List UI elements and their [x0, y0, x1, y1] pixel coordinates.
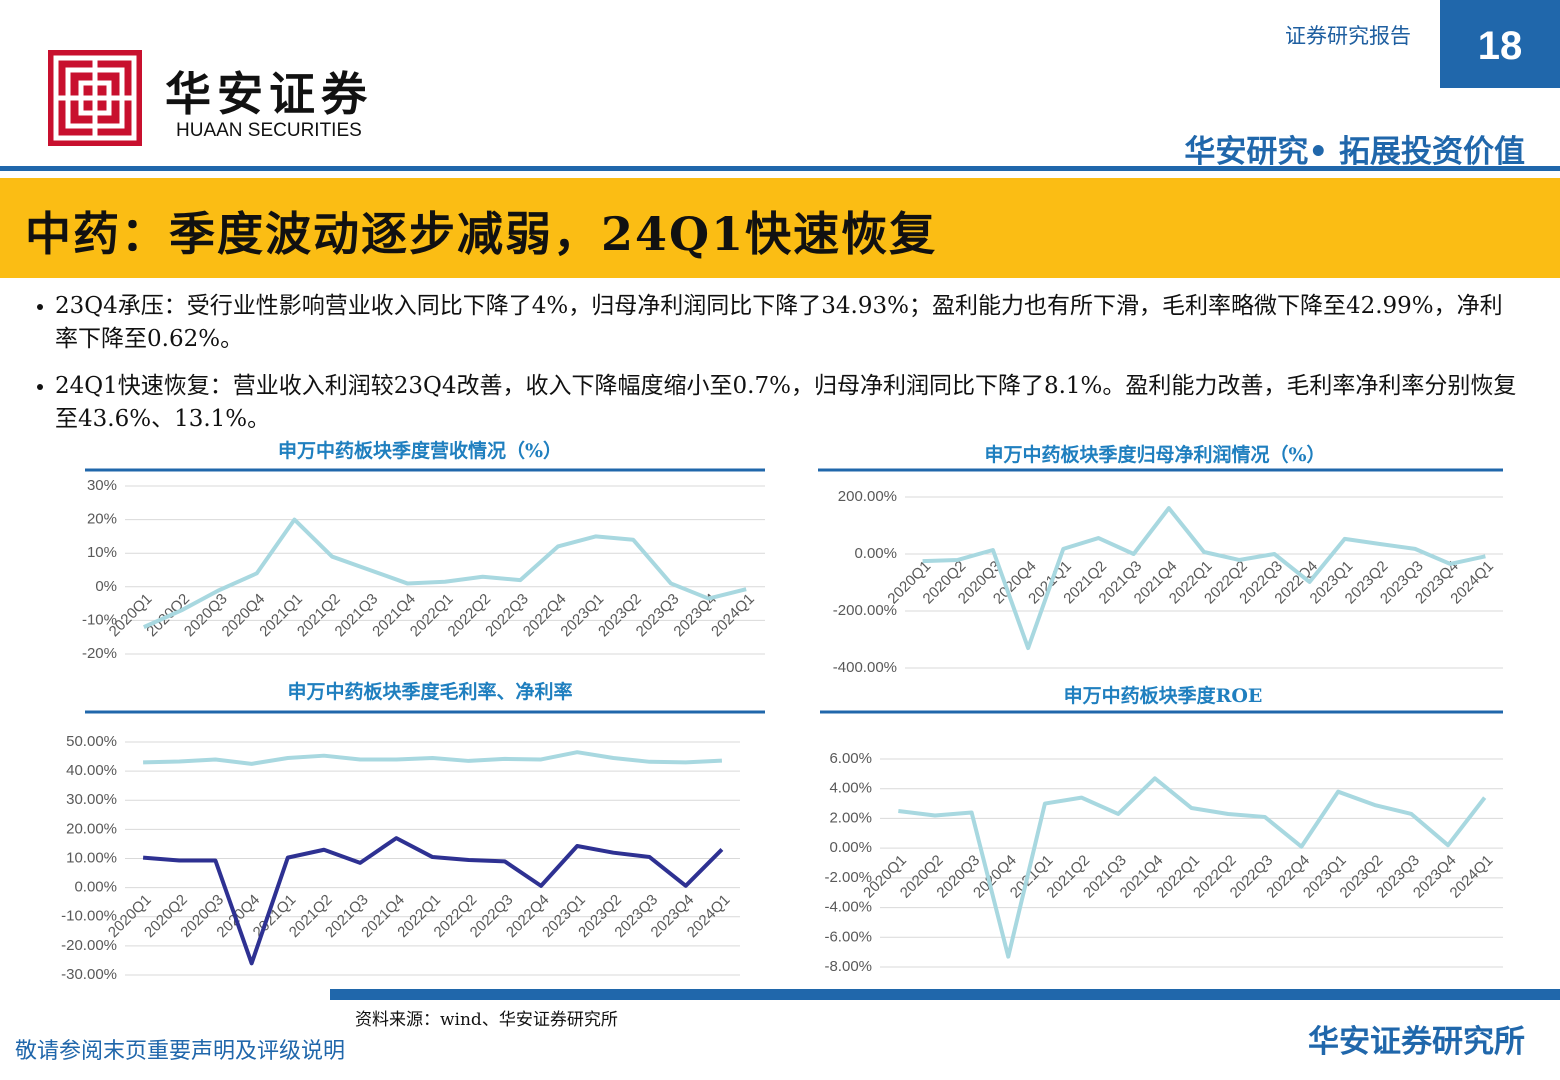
- series-line: [898, 776, 1487, 959]
- bullet: 23Q4承压：受行业性影响营业收入同比下降了4%，归母净利润同比下降了34.93…: [0, 290, 1520, 356]
- chart-title: 申万中药板块季度归母净利润情况（%）: [984, 443, 1325, 466]
- y-tick-label: 20.00%: [66, 820, 117, 837]
- source: 资料来源：wind、华安证券研究所: [355, 1010, 618, 1030]
- y-tick-label: -8.00%: [824, 958, 872, 975]
- report-type: 证券研究报告: [1285, 24, 1411, 48]
- y-tick-label: 4.00%: [829, 780, 872, 797]
- y-tick-label: -20%: [82, 645, 117, 662]
- y-tick-label: 40.00%: [66, 762, 117, 779]
- series-line: [142, 836, 724, 966]
- footer-bar: [330, 989, 1560, 1000]
- series-line: [143, 517, 747, 629]
- chart-title: 申万中药板块季度ROE: [1064, 684, 1263, 707]
- bullet-list: 23Q4承压：受行业性影响营业收入同比下降了4%，归母净利润同比下降了34.93…: [0, 290, 1520, 450]
- y-tick-label: 200.00%: [838, 488, 897, 505]
- y-tick-label: -4.00%: [824, 899, 872, 916]
- series-line: [922, 506, 1486, 651]
- y-tick-label: -2.00%: [824, 869, 872, 886]
- slogan: 华安研究• 拓展投资价值: [1184, 134, 1525, 170]
- rule: [0, 166, 1560, 171]
- y-tick-label: -10%: [82, 611, 117, 628]
- chart-title: 申万中药板块季度营收情况（%）: [278, 439, 562, 462]
- y-tick-label: -400.00%: [833, 659, 897, 676]
- page-number: 18: [1440, 0, 1560, 88]
- y-tick-label: 30%: [87, 477, 117, 494]
- bullet: 24Q1快速恢复：营业收入利润较23Q4改善，收入下降幅度缩小至0.7%，归母净…: [0, 370, 1520, 436]
- series-line: [143, 750, 723, 766]
- disclaimer: 敬请参阅末页重要声明及评级说明: [15, 1039, 346, 1064]
- y-tick-label: 20%: [87, 511, 117, 528]
- y-tick-label: 30.00%: [66, 791, 117, 808]
- logo-en: HUAAN SECURITIES: [176, 120, 362, 141]
- y-tick-label: -30.00%: [61, 966, 117, 983]
- y-tick-label: 0.00%: [854, 545, 897, 562]
- y-tick-label: 10.00%: [66, 849, 117, 866]
- y-tick-label: 10%: [87, 544, 117, 561]
- y-tick-label: -20.00%: [61, 937, 117, 954]
- y-tick-label: -6.00%: [824, 928, 872, 945]
- y-tick-label: 2.00%: [829, 809, 872, 826]
- title-banner: [0, 178, 1560, 278]
- page-title: 中药：季度波动逐步减弱，24Q1快速恢复: [25, 207, 938, 261]
- logo-mark: [48, 50, 142, 146]
- y-tick-label: -200.00%: [833, 602, 897, 619]
- y-tick-label: 50.00%: [66, 733, 117, 750]
- y-tick-label: -10.00%: [61, 908, 117, 925]
- y-tick-label: 0.00%: [74, 879, 117, 896]
- chart-title: 申万中药板块季度毛利率、净利率: [287, 680, 572, 703]
- y-tick-label: 6.00%: [829, 750, 872, 767]
- footer-org: 华安证券研究所: [1308, 1024, 1525, 1060]
- y-tick-label: 0%: [95, 578, 117, 595]
- logo-cn: 华安证券: [165, 67, 373, 121]
- y-tick-label: 0.00%: [829, 839, 872, 856]
